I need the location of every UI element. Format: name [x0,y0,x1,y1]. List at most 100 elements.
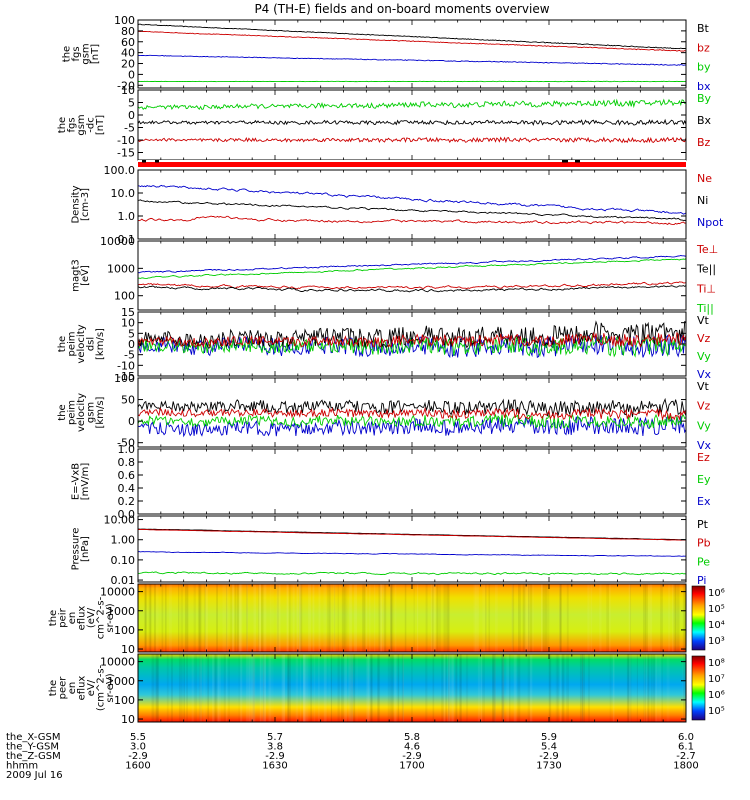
y-tick-label: 100 [114,290,135,303]
y-tick-label: 40 [121,47,135,60]
y-tick-label: 0.0 [118,508,136,521]
series-line-Pi [137,551,687,557]
y-tick-label: 1.00 [111,534,136,547]
y-axis-label: velocity [76,393,87,432]
series-line-Bt [137,23,687,50]
y-tick-label: 20 [121,58,135,71]
series-line-bx [138,80,686,83]
x-tick-label: 5.8 [404,732,420,743]
y-axis-label: sr-eV) [105,603,116,632]
spectrogram-image [138,584,686,652]
y-axis-label: gsm [81,43,92,64]
legend-label: Vx [697,368,712,381]
y-tick-label: 100.0 [104,164,136,177]
series-line-Npot [137,184,687,215]
y-tick-label: 100 [114,624,135,637]
legend-label: Vz [697,332,711,345]
x-tick-label: 5.9 [541,732,557,743]
plot-title: P4 (TH-E) fields and on-board moments ov… [254,2,549,16]
legend-label: Ez [697,451,710,464]
x-row-label: the_X-GSM [6,732,60,743]
y-tick-label: 5 [128,327,135,340]
y-tick-label: 0.4 [118,482,136,495]
legend-label: Vy [697,419,711,432]
series-line-Vy [137,413,687,430]
y-tick-label: 0 [128,415,135,428]
y-tick-label: -15 [117,370,135,383]
y-tick-label: 10000 [100,235,135,248]
y-tick-label: 0 [128,109,135,122]
series-line-Ti|| [137,258,687,279]
y-tick-label: 0.10 [111,554,136,567]
x-tick-label: 3.8 [267,742,283,753]
panel-efield: 1.00.80.60.40.20.0 E=-VxB[mV/m] Ez Ey Ex [71,443,711,521]
y-tick-label: 0.01 [111,574,136,587]
y-axis-label: [km/s] [95,396,106,428]
y-axis-label: [eV] [80,265,91,286]
y-tick-label: 15 [121,306,135,319]
y-tick-label: 10000 [100,586,135,599]
legend-label: Pi [697,574,706,587]
colorbar-label: 10⁷ [708,674,725,685]
x-tick-label: 6.0 [678,732,694,743]
colorbar-label: 10⁵ [708,706,725,717]
legend-label: Te|| [696,263,716,276]
series-line-Ni [137,199,687,221]
x-axis-annotation: the_X-GSM 5.5 5.7 5.8 5.9 6.0 the_Y-GSM 3.0 3.8 4… [6,732,699,781]
y-tick-label: -20 [117,79,135,92]
panel-frame [137,169,687,240]
y-tick-label: 1.0 [118,210,136,223]
y-axis-label: sr-eV) [105,673,116,702]
colorbar-label: 10⁸ [708,658,725,669]
legend-label: Bz [697,136,711,149]
legend-label: Ti|| [696,302,714,315]
panel-pressure: 10.00 1.00 0.10 0.01 Pressure[nPa] Pt Pb Pe Pi [71,514,711,587]
y-tick-label: -50 [117,437,135,450]
y-tick-label: 1.0 [118,443,136,456]
y-axis-label: en [67,682,78,695]
x-tick-label: 3.0 [130,742,146,753]
legend-label: Ex [697,495,711,508]
y-tick-label: 10 [121,84,135,97]
colorbar-label: 10⁵ [708,604,725,615]
panel-frame [137,448,687,515]
y-tick-label: 10.0 [111,187,136,200]
y-axis-label: cm^2-s- [96,596,107,639]
y-axis-label: (cm^2-s- [96,664,107,711]
y-axis-label: -dc [86,117,97,132]
y-tick-label: 100 [114,694,135,707]
y-axis-label: the [57,404,68,420]
y-axis-label: the [62,46,73,62]
date-label: 2009 Jul 16 [6,770,63,781]
y-axis-label: fgs [71,46,82,61]
x-tick-label: 4.6 [404,742,420,753]
series-line-Te⊥ [137,281,687,290]
colorbar-label: 10⁶ [708,588,725,599]
colorbar-label: 10⁴ [708,620,725,631]
panel-frame [137,240,687,311]
y-tick-label: 100 [114,14,135,27]
colorbar: 10⁶ 10⁵ 10⁴ 10³ [691,585,725,651]
y-tick-label: 60 [121,36,135,49]
y-tick-label: 1000 [107,605,135,618]
colorbar-label: 10³ [708,636,725,647]
series-line-By [137,98,687,111]
panel-peer-spec: 10⁸ 10⁷ 10⁶ 10⁵ 10000 1000 100 10 thepeereneflux… [48,653,725,726]
series-line-Vy [137,335,687,358]
y-tick-label: 0.1 [118,233,136,246]
y-tick-label: 0 [128,338,135,351]
series-line-Bx [137,118,687,127]
series-line-Te|| [137,285,687,293]
spectrogram-image [138,654,686,722]
series-line-Vz [137,331,687,349]
x-tick-label: -2.9 [128,751,148,762]
y-axis-label: velocity [76,324,87,363]
y-tick-label: 10 [121,713,135,726]
panels: 100806040200-20thefgsgsm[nT]Btbzbybx1050… [48,14,725,726]
y-axis-label: fgs [67,117,78,132]
panel-frame [137,515,687,583]
series-line-Pb [138,529,686,541]
x-tick-label: 1730 [536,761,561,772]
